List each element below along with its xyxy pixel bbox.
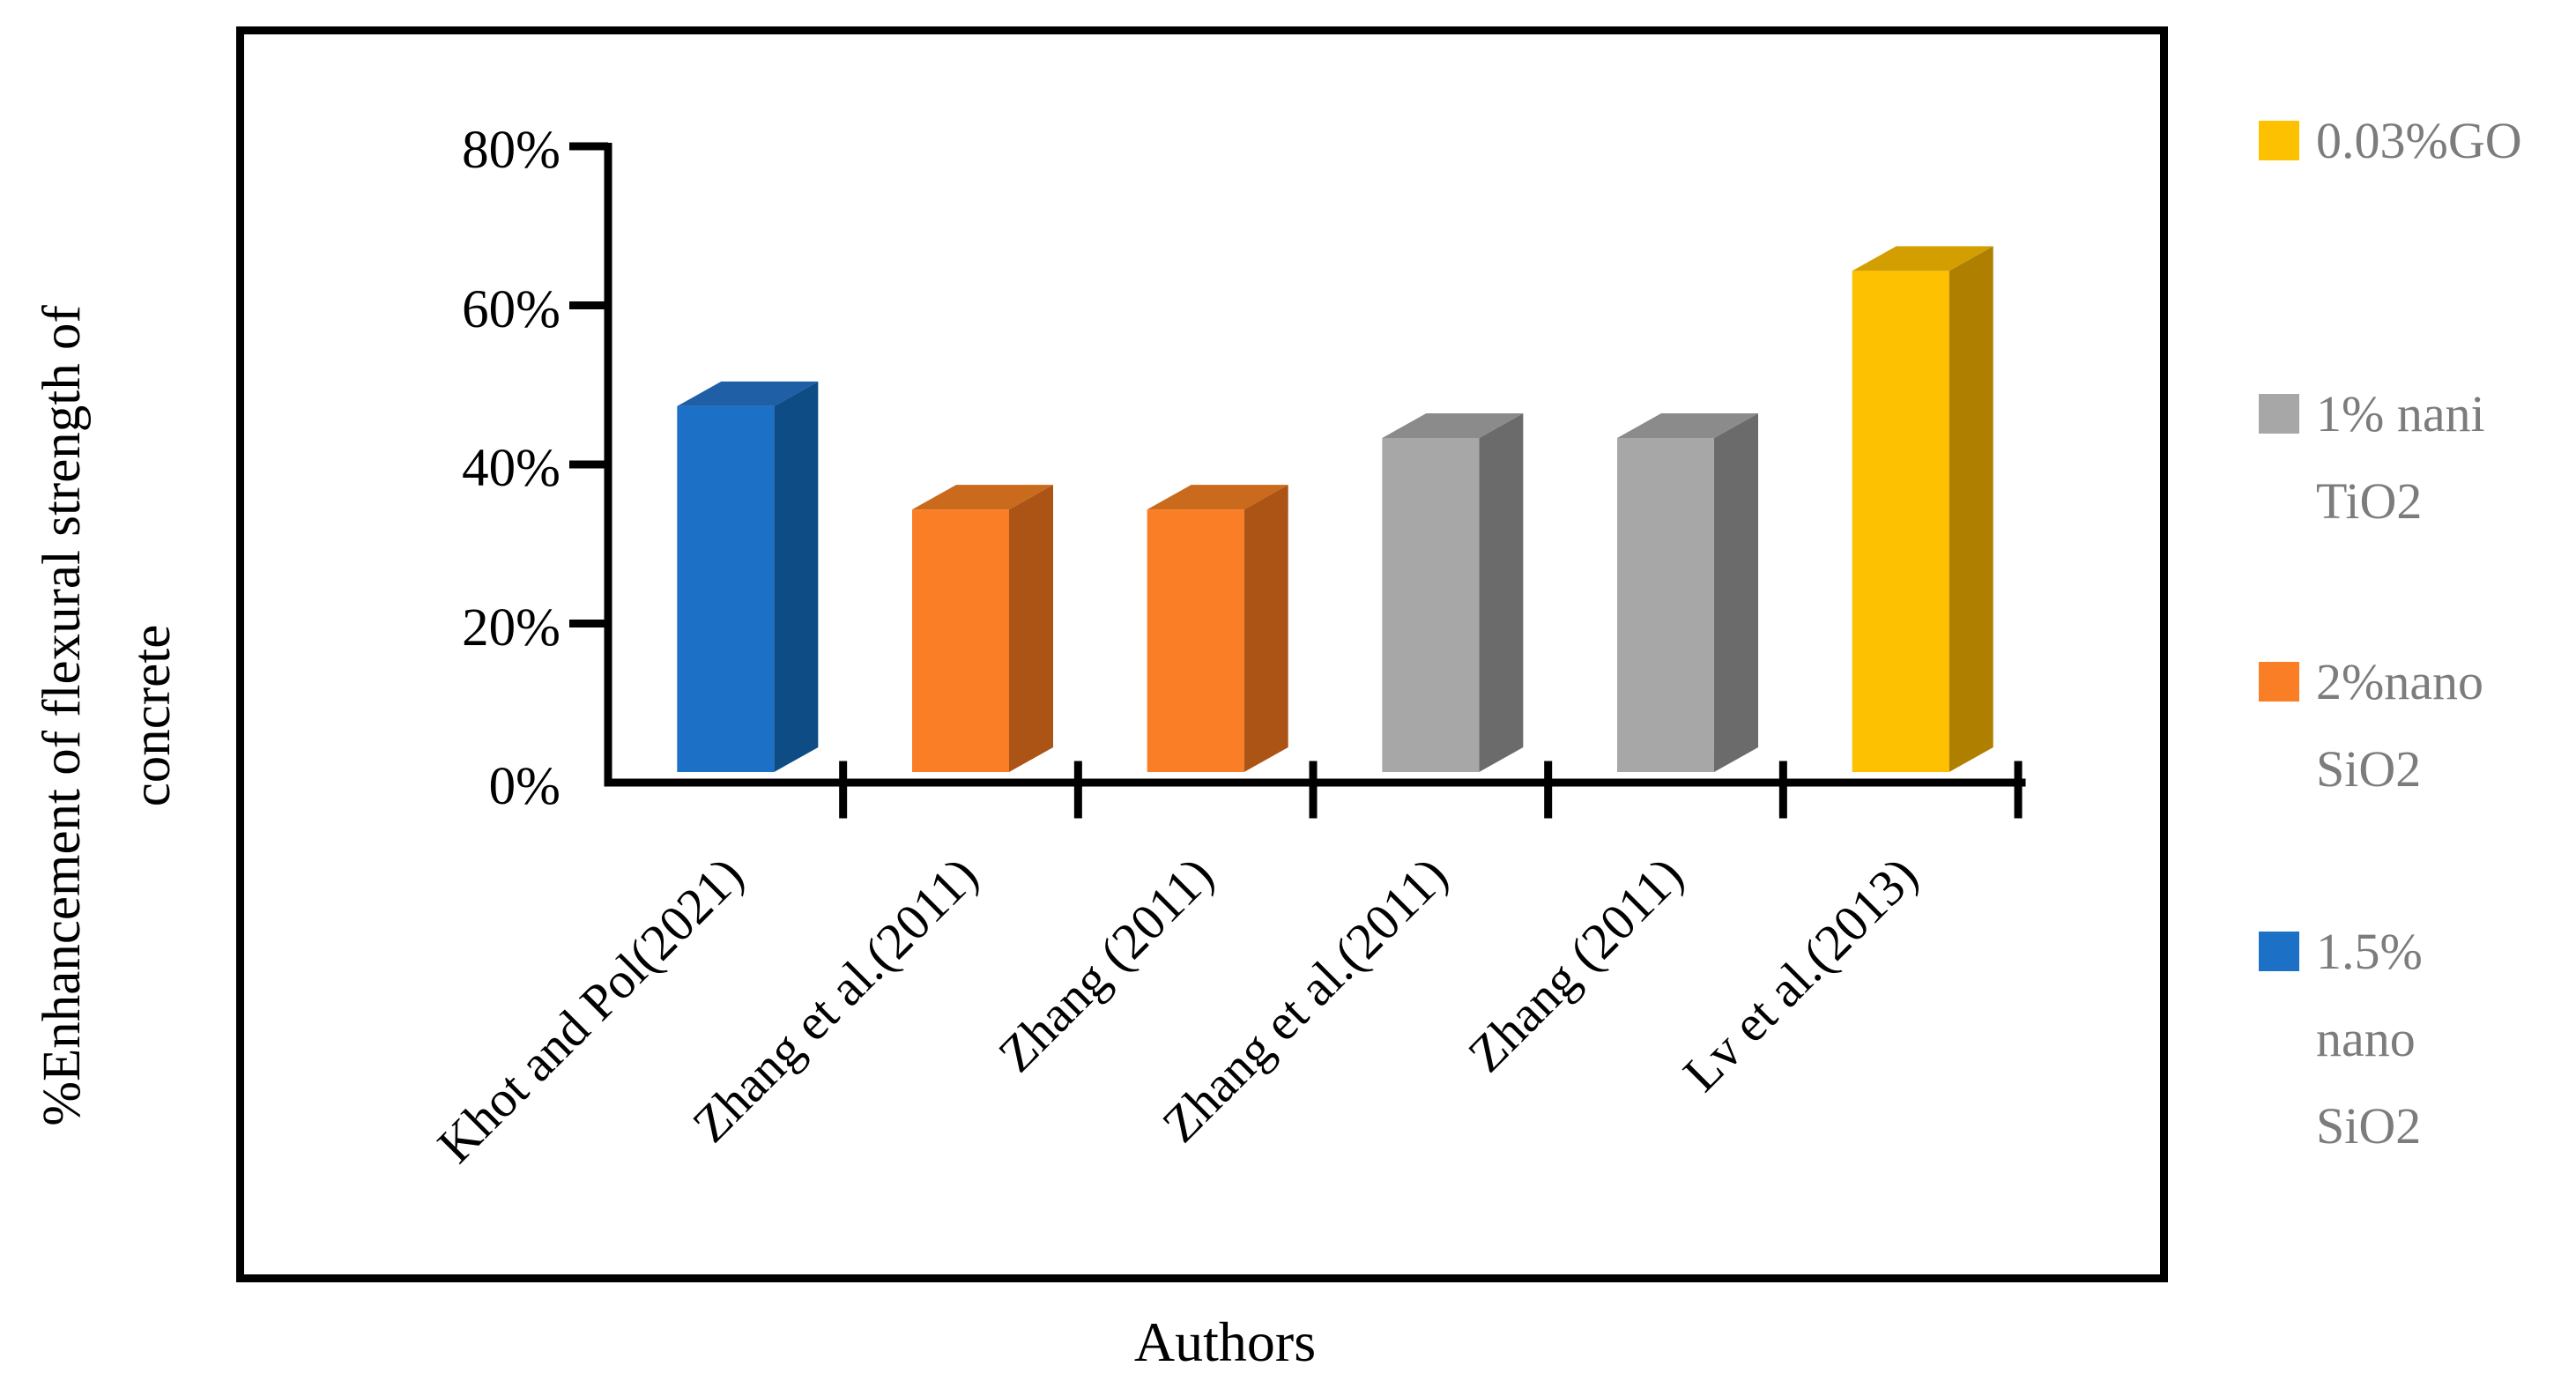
x-tick-2 bbox=[1073, 761, 1082, 819]
bar-front-face bbox=[1852, 271, 1949, 772]
y-tick-label-0%: 0% bbox=[488, 757, 560, 816]
bar-4-1-nani-TiO2 bbox=[1617, 412, 1759, 772]
legend-swatch-0 bbox=[2259, 121, 2299, 160]
y-tick-label-80%: 80% bbox=[462, 121, 560, 180]
bar-front-face bbox=[1382, 437, 1480, 772]
legend-label-0: 0.03%GO bbox=[2316, 112, 2522, 169]
bar-2-2-nano-SiO2 bbox=[1147, 485, 1288, 772]
bar-5-0-03-GO bbox=[1852, 246, 1993, 772]
legend-swatch-3 bbox=[2259, 932, 2299, 971]
bar-side-face bbox=[1009, 485, 1054, 772]
bar-front-face bbox=[912, 509, 1010, 772]
x-tick-4 bbox=[1544, 761, 1553, 819]
bar-3-1-nani-TiO2 bbox=[1382, 412, 1524, 772]
x-tick-3 bbox=[1309, 761, 1318, 819]
x-tick-1 bbox=[839, 761, 848, 819]
y-tick-40 bbox=[569, 460, 608, 469]
y-axis-title-line2: concrete bbox=[122, 624, 182, 807]
bar-top-face bbox=[1147, 485, 1288, 510]
bar-1-2-nano-SiO2 bbox=[912, 485, 1054, 772]
y-tick-80 bbox=[569, 142, 608, 151]
legend-swatch-2 bbox=[2259, 662, 2299, 702]
x-tick-6 bbox=[2014, 761, 2023, 819]
bar-top-face bbox=[677, 381, 819, 406]
legend-swatch-1 bbox=[2259, 394, 2299, 434]
bar-front-face bbox=[1147, 509, 1244, 772]
bar-top-face bbox=[1852, 246, 1993, 271]
y-tick-60 bbox=[569, 301, 608, 309]
bar-top-face bbox=[1617, 412, 1759, 438]
bar-side-face bbox=[1479, 412, 1524, 772]
y-tick-label-20%: 20% bbox=[462, 598, 560, 657]
x-tick-5 bbox=[1778, 761, 1787, 819]
y-axis-title-line1: %Enhancement of flexural strength of bbox=[33, 305, 92, 1126]
bar-side-face bbox=[1714, 412, 1759, 772]
bar-top-face bbox=[912, 485, 1054, 510]
legend-label-3: 1.5% nano SiO2 bbox=[2316, 923, 2423, 1155]
bar-0-1-5-nano-SiO2 bbox=[677, 381, 819, 772]
bar-side-face bbox=[1243, 485, 1288, 772]
y-axis-title: %Enhancement of flexural strength of con… bbox=[18, 28, 197, 1396]
legend-label-2: 2%nano SiO2 bbox=[2316, 653, 2484, 798]
x-axis-title: Authors bbox=[1133, 1311, 1317, 1373]
legend-label-1: 1% nani TiO2 bbox=[2316, 385, 2485, 530]
bar-side-face bbox=[1949, 246, 1993, 772]
bar-side-face bbox=[774, 381, 819, 772]
y-tick-20 bbox=[569, 620, 608, 627]
bar-front-face bbox=[1617, 437, 1715, 772]
bar-front-face bbox=[677, 405, 775, 772]
y-tick-label-40%: 40% bbox=[462, 439, 560, 498]
y-tick-label-60%: 60% bbox=[462, 279, 560, 339]
bar-top-face bbox=[1382, 412, 1524, 438]
